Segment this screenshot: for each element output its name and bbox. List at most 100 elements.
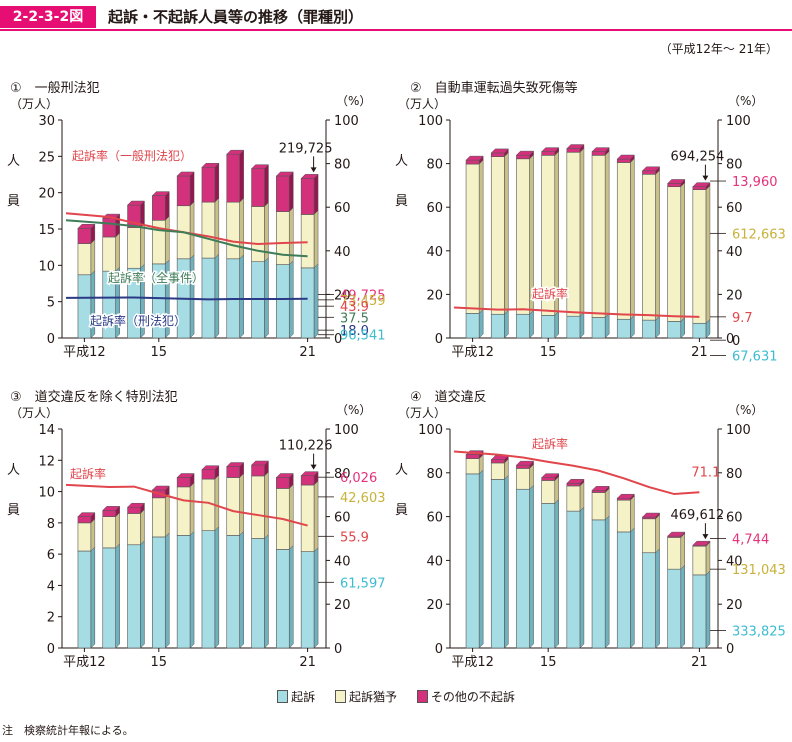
bar-top-face: [176, 473, 195, 478]
bar-segment: [490, 313, 505, 339]
bar-segment-side: [554, 475, 560, 505]
y2-tick-label: 40: [726, 554, 743, 569]
y-tick-label: 20: [38, 187, 55, 202]
rate-value-label: 71.1: [691, 465, 720, 480]
panel-title: ① 一般刑法犯: [10, 80, 100, 96]
bar-top-face: [126, 200, 146, 206]
y2-tick-label: 80: [334, 467, 351, 482]
end-value-label: 13,960: [732, 175, 778, 190]
bar-segment: [102, 516, 116, 549]
bar-segment: [490, 152, 505, 157]
total-value-label: 110,226: [279, 439, 333, 454]
bar-segment: [152, 195, 166, 221]
bar-segment: [642, 518, 656, 554]
bar-segment: [127, 227, 141, 269]
y-axis-side-label: 員: [7, 194, 20, 209]
end-value-label: 6,026: [340, 471, 377, 486]
bar-segment-side: [189, 530, 195, 649]
bar-segment: [251, 206, 265, 262]
bar-segment: [226, 477, 240, 536]
y-tick-label: 15: [38, 223, 55, 238]
bar-segment: [300, 551, 315, 649]
legend-swatch-suspension: [334, 690, 346, 703]
bar-segment: [616, 318, 631, 339]
bar-segment: [642, 170, 656, 175]
bar-segment: [226, 153, 240, 203]
legend-swatch-other: [416, 690, 428, 703]
bar-segment: [152, 536, 166, 649]
bar-top-face: [591, 486, 610, 491]
bar-segment-side: [604, 515, 610, 649]
bar-segment-side: [164, 532, 170, 649]
x-tick-label: 平成12: [451, 655, 494, 670]
bar-segment: [102, 510, 116, 517]
bar-top-face: [102, 506, 121, 511]
bar-segment: [276, 549, 290, 649]
bar-segment-side: [630, 527, 635, 649]
bar-segment-side: [90, 518, 96, 552]
y2-axis-unit-label: （%）: [728, 403, 763, 417]
y-tick-label: 25: [38, 150, 55, 165]
end-value-label: 49,725: [340, 288, 386, 303]
bar-segment-side: [115, 543, 120, 649]
rate-line: [453, 450, 700, 496]
y2-tick-label: 40: [334, 554, 351, 569]
y2-tick-label: 100: [726, 423, 751, 438]
rate-line-label: 起訴率（全事件）: [108, 270, 204, 285]
bar-segment-side: [579, 311, 585, 339]
end-value-label: 612,663: [732, 227, 786, 242]
bar-segment: [692, 322, 707, 339]
bar-segment: [490, 156, 505, 315]
bar-segment-side: [189, 254, 195, 339]
bar-segment: [692, 189, 707, 324]
bar-segment: [465, 454, 480, 459]
y2-tick-label: 0: [334, 332, 342, 347]
y-axis-side-label: 員: [7, 503, 20, 518]
bar-segment: [251, 464, 265, 477]
bar-segment-side: [140, 508, 145, 546]
bar-segment-side: [655, 548, 660, 649]
y-tick-label: 100: [418, 114, 443, 129]
bar-top-face: [275, 473, 294, 478]
bar-top-face: [275, 171, 294, 177]
bar-segment: [642, 173, 656, 321]
bar-segment-side: [579, 481, 585, 512]
panel-title: ③ 道交違反を除く特別法犯: [10, 389, 178, 405]
bar-segment-side: [164, 190, 170, 221]
bar-segment: [465, 473, 480, 649]
y-tick-label: 60: [426, 201, 443, 216]
bar-segment-side: [680, 532, 686, 570]
y-tick-label: 14: [38, 423, 55, 438]
bar-top-face: [641, 166, 661, 172]
bar-segment: [667, 186, 682, 322]
y-tick-label: 5: [47, 296, 55, 311]
bar-segment: [77, 522, 92, 552]
y-tick-label: 80: [426, 467, 443, 482]
bar-segment-side: [604, 487, 610, 521]
bar-segment: [465, 159, 480, 165]
bar-segment-side: [264, 257, 269, 339]
bar-top-face: [300, 471, 319, 476]
bar-segment: [276, 477, 290, 489]
y2-axis-unit-label: （%）: [336, 94, 371, 108]
bar-segment-side: [239, 254, 244, 339]
y2-tick-label: 100: [334, 114, 359, 129]
bar-segment-side: [264, 164, 269, 208]
y-tick-label: 10: [38, 259, 55, 274]
bar-top-face: [151, 191, 170, 196]
bar-segment-side: [164, 215, 170, 265]
end-value-label: 42,603: [340, 491, 386, 506]
y2-tick-label: 0: [726, 332, 734, 347]
bar-segment: [127, 544, 141, 649]
bar-segment: [77, 274, 92, 339]
bar-segment: [490, 479, 505, 649]
bar-segment-side: [90, 238, 96, 276]
bar-top-face: [667, 531, 686, 537]
y-tick-label: 40: [426, 554, 443, 569]
bar-segment-side: [504, 474, 509, 649]
footnote: 注 検察統計年報による。: [2, 724, 134, 737]
bar-top-face: [566, 144, 585, 149]
bar-segment: [176, 535, 191, 649]
bar-segment-side: [288, 483, 294, 551]
figure-header: 2-2-3-2図 起訴・不起訴人員等の推移（罪種別）: [0, 0, 792, 32]
